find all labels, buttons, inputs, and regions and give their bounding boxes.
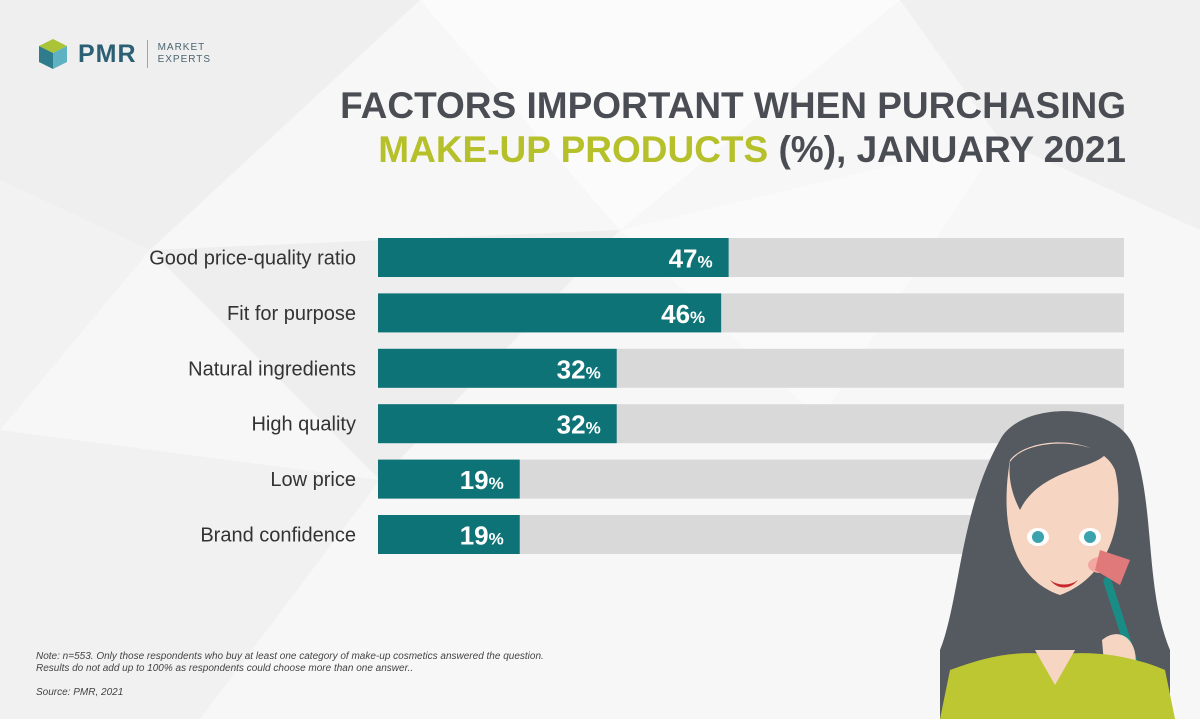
bar: [378, 238, 729, 277]
bar: [378, 404, 617, 444]
bar: [378, 515, 520, 554]
bar: [378, 348, 617, 388]
brand-name: PMR: [78, 39, 137, 68]
brand-logo: PMR MARKET EXPERTS: [36, 36, 211, 72]
category-label: Good price-quality ratio: [149, 248, 356, 270]
chart-title-line1: FACTORS IMPORTANT WHEN PURCHASING: [340, 85, 1126, 126]
pmr-logo-icon: [39, 39, 67, 69]
brand-tagline: MARKET EXPERTS: [158, 42, 212, 66]
bar: [378, 459, 520, 499]
brand-tagline-line2: EXPERTS: [157, 54, 212, 65]
data-label: 47%: [669, 244, 713, 274]
source-note: Source: PMR, 2021: [36, 687, 124, 698]
footnote: Note: n=553. Only those respondents who …: [36, 651, 544, 675]
chart-title-highlight: MAKE-UP PRODUCTS: [378, 129, 769, 170]
chart-title: FACTORS IMPORTANT WHEN PURCHASING MAKE-U…: [340, 84, 1126, 172]
data-label: 19%: [460, 521, 504, 551]
bar: [378, 293, 722, 333]
data-label: 46%: [661, 299, 705, 329]
category-label: Brand confidence: [200, 525, 356, 547]
data-label: 32%: [557, 410, 601, 440]
chart-title-line2: MAKE-UP PRODUCTS (%), JANUARY 2021: [340, 128, 1126, 172]
category-label: Natural ingredients: [188, 358, 356, 380]
data-label: 32%: [557, 354, 601, 384]
category-label: Fit for purpose: [227, 303, 356, 325]
category-label: High quality: [251, 414, 356, 436]
woman-with-makeup-brush-illustration: [940, 411, 1175, 719]
brand-tagline-line1: MARKET: [157, 42, 206, 53]
chart-title-rest: (%), JANUARY 2021: [768, 129, 1126, 170]
category-label: Low price: [270, 469, 356, 491]
footnote-line2: Results do not add up to 100% as respond…: [36, 663, 414, 674]
footnote-line1: Note: n=553. Only those respondents who …: [36, 651, 544, 662]
logo-divider: [146, 40, 148, 68]
data-label: 19%: [460, 465, 504, 495]
